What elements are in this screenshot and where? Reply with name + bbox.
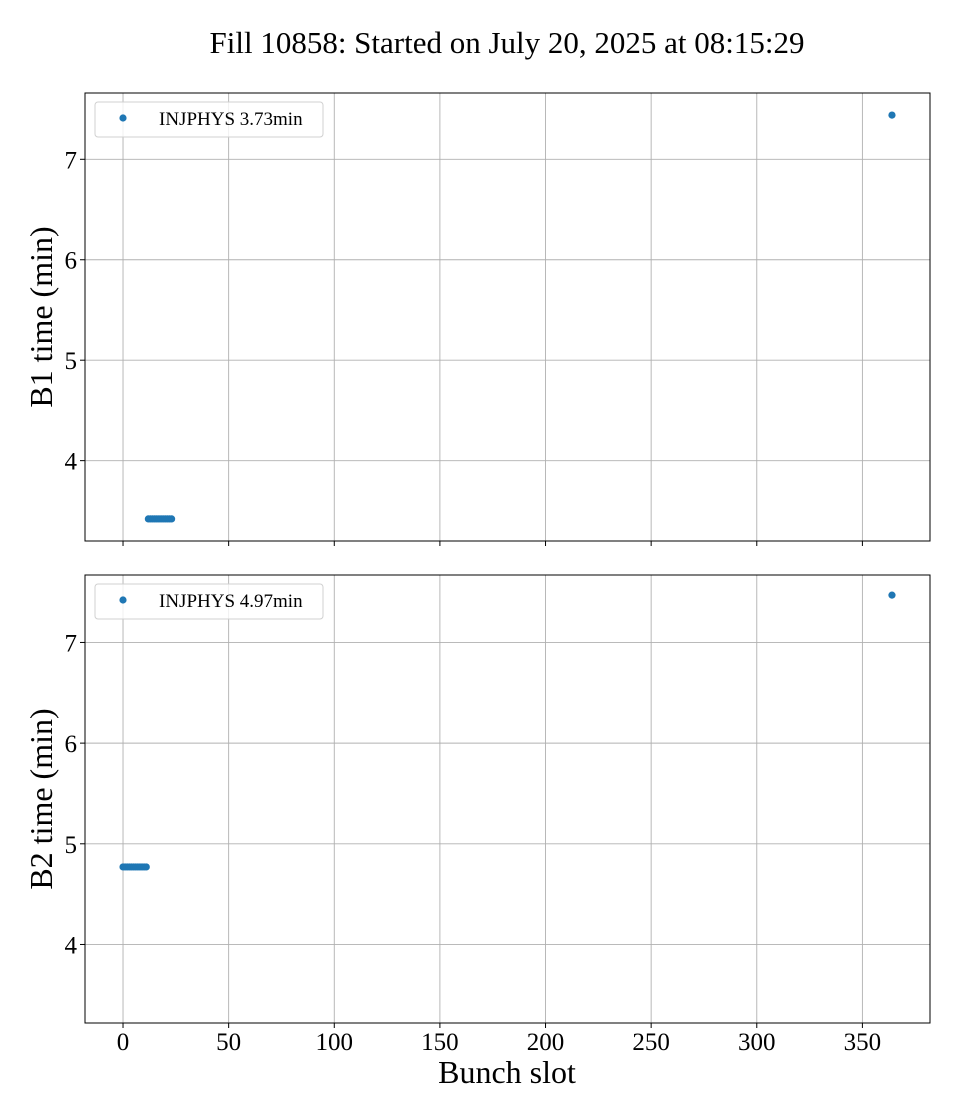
y-tick-label: 4: [65, 449, 78, 476]
legend-marker: [119, 596, 127, 604]
plot-frame: [84, 574, 931, 1024]
data-point: [888, 591, 896, 599]
x-tick-label: 250: [632, 1029, 670, 1056]
legend-marker: [119, 114, 127, 122]
data-point: [888, 111, 896, 119]
y-axis-label: B2 time (min): [23, 708, 59, 889]
y-tick-label: 6: [65, 731, 78, 758]
legend-label: INJPHYS 4.97min: [159, 591, 303, 612]
plot-frame: [84, 92, 931, 542]
x-axis-label: Bunch slot: [438, 1054, 576, 1090]
y-axis-label: B1 time (min): [23, 226, 59, 407]
x-tick-label: 50: [216, 1029, 241, 1056]
y-tick-label: 6: [65, 248, 78, 275]
panel-b1: 4 5 6 7 B1 time (min) INJPHYS 3.73min: [23, 92, 931, 546]
data-point: [168, 515, 176, 523]
legend-label: INJPHYS 3.73min: [159, 109, 303, 130]
data-point: [142, 863, 150, 871]
y-tick-label: 5: [65, 348, 78, 375]
x-tick-label: 350: [844, 1029, 882, 1056]
x-tick-label: 200: [527, 1029, 565, 1056]
y-tick-label: 5: [65, 832, 78, 859]
legend-box: [94, 101, 324, 138]
x-tick-label: 150: [421, 1029, 459, 1056]
x-tick-label: 0: [117, 1029, 130, 1056]
chart-title: Fill 10858: Started on July 20, 2025 at …: [209, 25, 804, 60]
legend-box: [94, 583, 324, 620]
x-tick-label: 100: [316, 1029, 354, 1056]
y-tick-label: 7: [65, 147, 78, 174]
panel-b2: 0 50 100 150 200 250 300 350 4 5 6 7 B2 time (min) IN…: [23, 574, 931, 1056]
x-tick-label: 300: [738, 1029, 776, 1056]
y-tick-label: 4: [65, 932, 78, 959]
y-tick-label: 7: [65, 630, 78, 657]
